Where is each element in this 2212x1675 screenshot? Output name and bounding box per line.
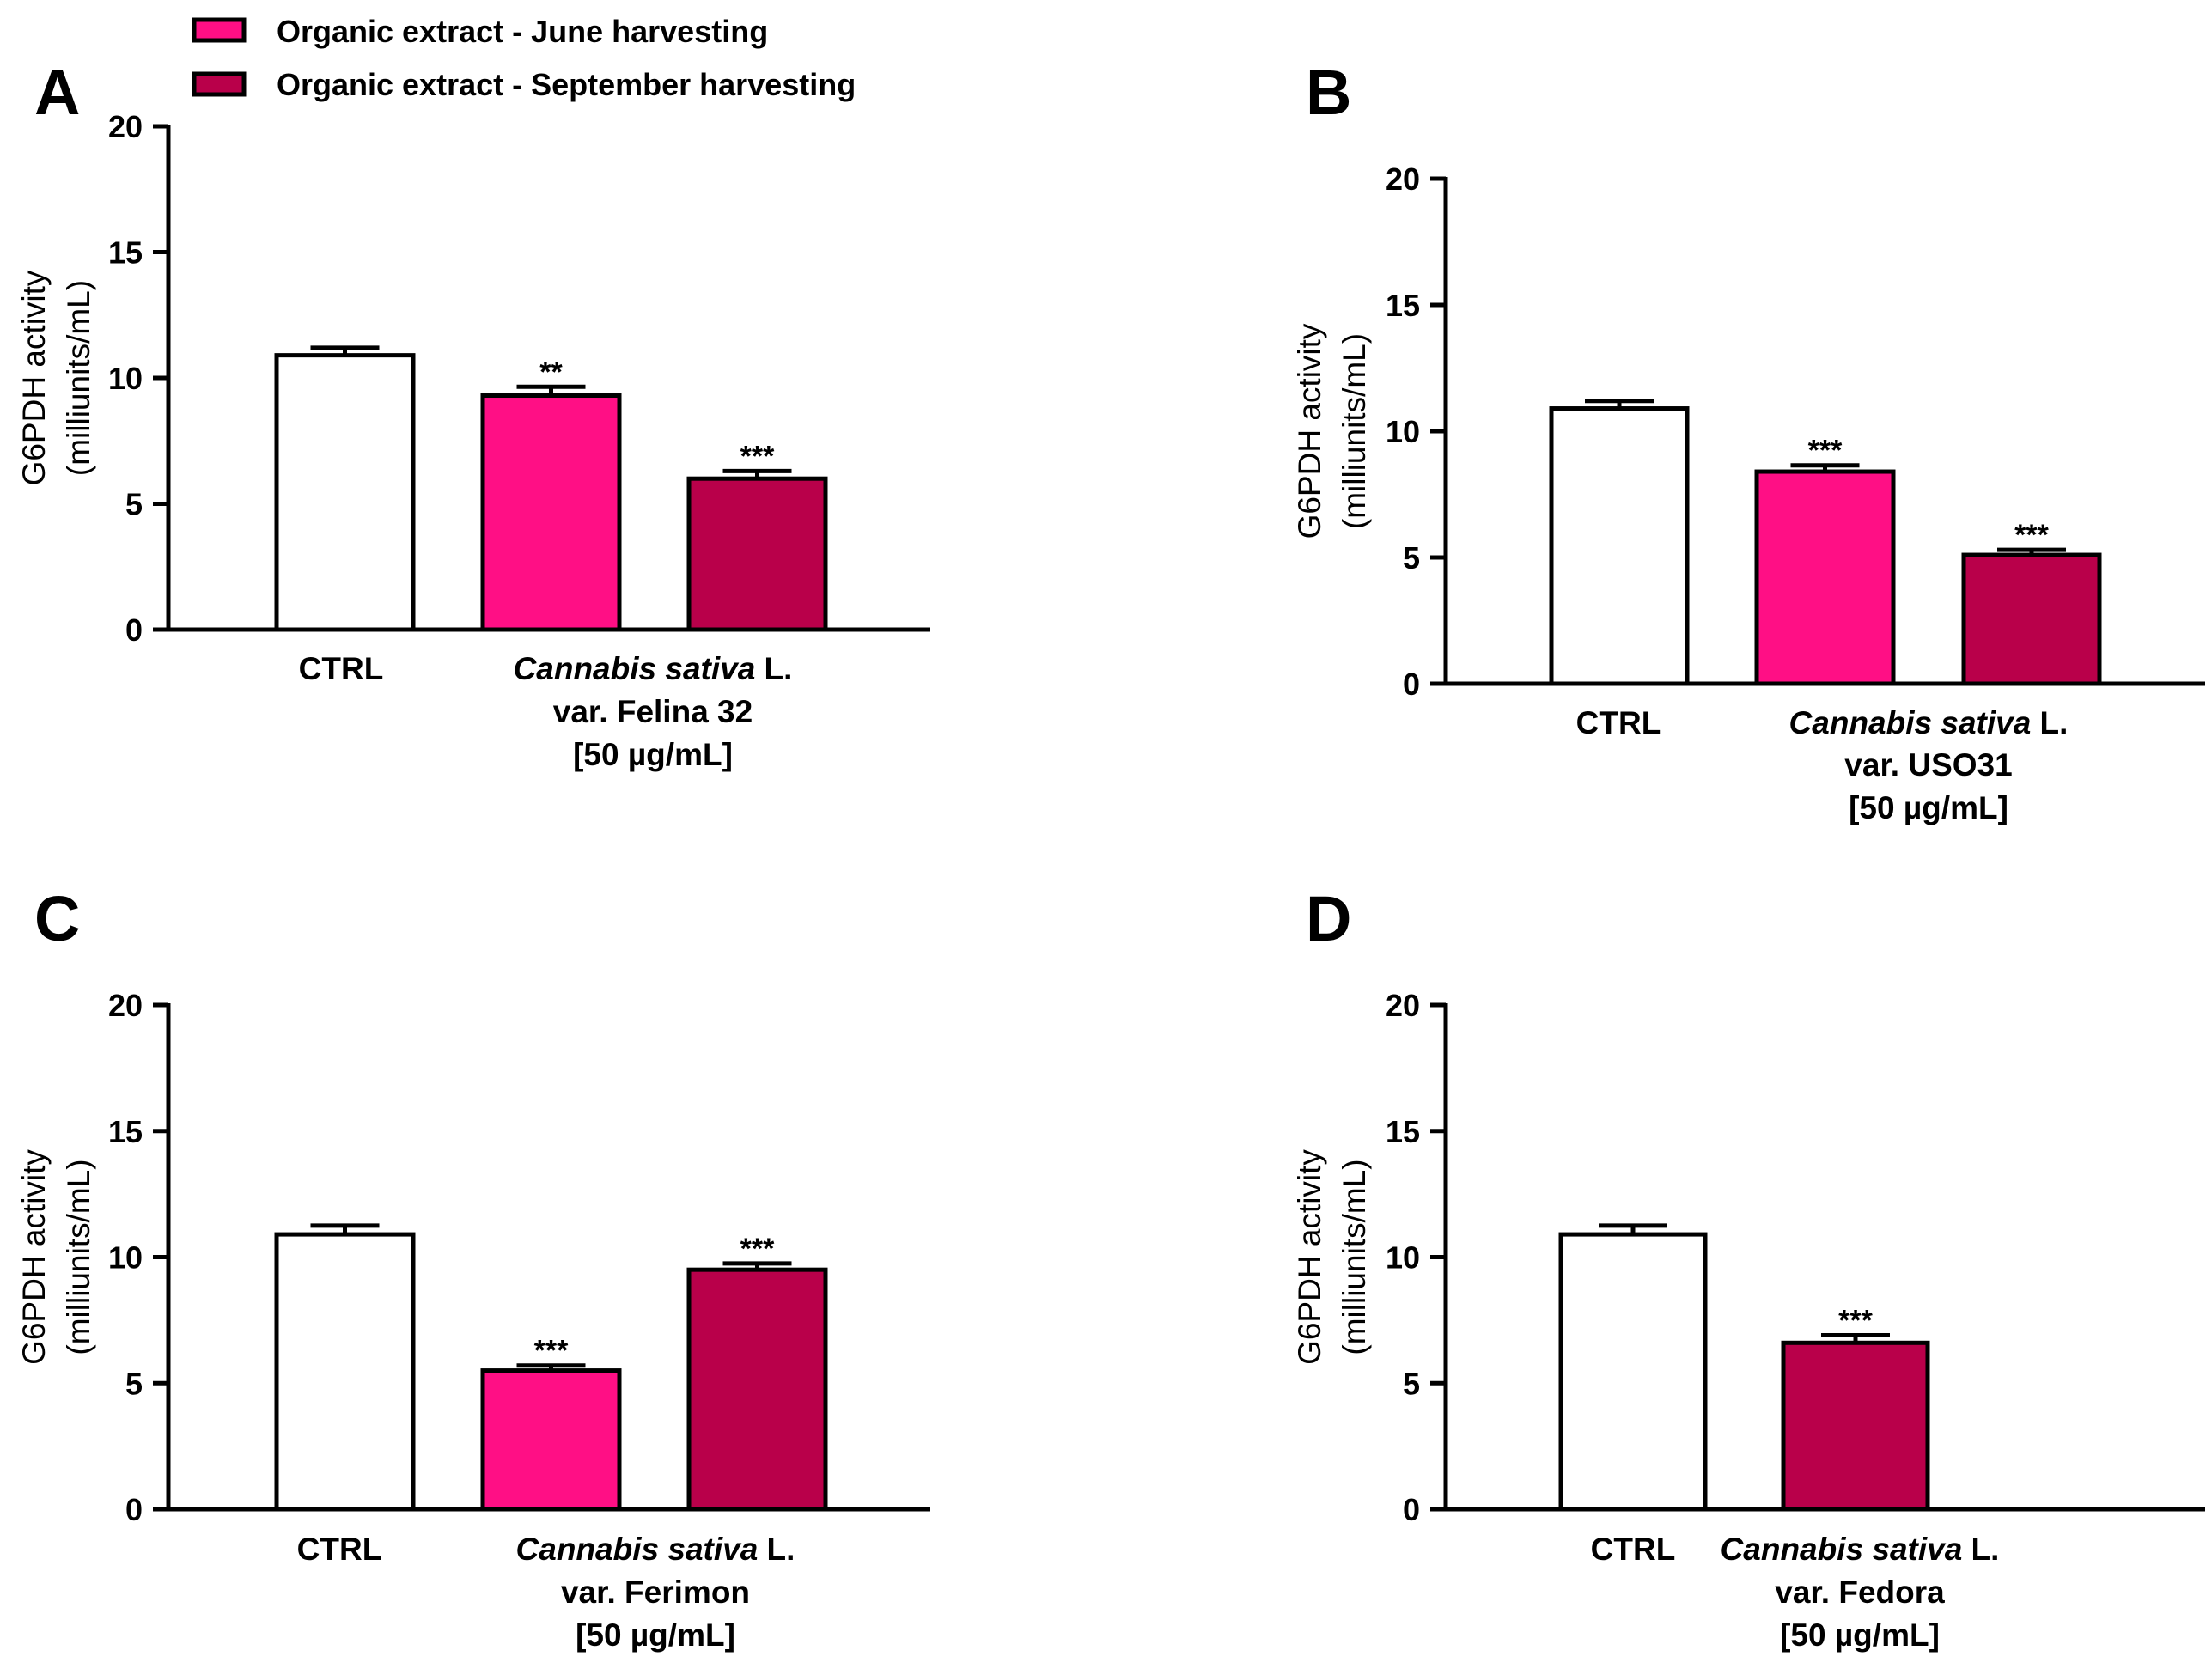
panel-d-bar <box>1781 1340 1930 1512</box>
panel-c-y-tick-label: 5 <box>125 1366 143 1401</box>
legend: Organic extract - June harvesting Organi… <box>192 14 856 102</box>
panel-d-y-tick-label: 5 <box>1403 1366 1420 1401</box>
panel-c-significance-label: *** <box>534 1335 569 1367</box>
panel-b-y-tick-label: 5 <box>1403 540 1420 576</box>
panel-a-xlabel-dose: [50 µg/mL] <box>573 737 733 772</box>
panel-b-xlabel-species: Cannabis sativa L. <box>1789 705 2069 740</box>
panel-d-y-tick-label: 20 <box>1386 988 1420 1023</box>
legend-label-june: Organic extract - June harvesting <box>277 14 768 49</box>
panel-a-y-tick-label: 10 <box>108 361 143 396</box>
legend-swatch-september <box>192 71 247 97</box>
panel-a-y-tick-label: 20 <box>108 109 143 144</box>
panel-c-letter: C <box>34 883 80 954</box>
panel-a-y-tick-label: 0 <box>125 612 143 648</box>
panel-d-ylabel-line1: G6PDH activity <box>1292 1149 1327 1365</box>
panel-b-bar <box>1754 469 1896 686</box>
panel-b-bar <box>1549 406 1690 686</box>
panel-b-y-tick-label: 0 <box>1403 667 1420 702</box>
panel-d-bar <box>1558 1232 1708 1512</box>
panel-d-significance-label: *** <box>1838 1304 1873 1337</box>
panel-c-y-tick-label: 0 <box>125 1492 143 1527</box>
panel-a-y-tick-label: 15 <box>108 235 143 271</box>
panel-c: C 0 5 10 15 20 G6PDH activity (milliunits/mL) **… <box>16 883 930 1653</box>
panel-d-xlabel-species: Cannabis sativa L. <box>1721 1532 2000 1567</box>
panel-c-bar <box>480 1368 622 1512</box>
panel-b-y-tick-label: 15 <box>1386 288 1420 323</box>
panel-d-letter: D <box>1306 883 1351 954</box>
panel-b-significance-label: *** <box>2014 519 2049 551</box>
panel-b: B 0 5 10 15 20 G6PDH activity (milliunits/mL) **… <box>1292 57 2205 825</box>
panel-a-ylabel-line1: G6PDH activity <box>16 270 52 485</box>
panel-b-bar <box>1961 552 2102 686</box>
panel-a-significance-label: ** <box>539 356 563 388</box>
panel-d-xlabel-variety: var. Fedora <box>1775 1574 1945 1610</box>
panel-c-bar <box>686 1267 828 1512</box>
panel-a-bar <box>686 476 828 632</box>
panel-d-xlabel-ctrl: CTRL <box>1591 1532 1676 1567</box>
panel-c-bar <box>274 1232 416 1512</box>
panel-c-y-tick-label: 20 <box>108 988 143 1023</box>
panel-b-ylabel-line1: G6PDH activity <box>1292 323 1327 539</box>
panel-c-xlabel-dose: [50 µg/mL] <box>576 1617 735 1653</box>
panel-a-letter: A <box>34 57 80 128</box>
panel-a-ylabel-line2: (milliunits/mL) <box>61 280 96 476</box>
panel-b-xlabel-dose: [50 µg/mL] <box>1849 790 2008 825</box>
panel-a-bar <box>480 393 622 632</box>
panel-b-letter: B <box>1306 57 1351 128</box>
panel-c-xlabel-species: Cannabis sativa L. <box>516 1532 795 1567</box>
panel-d: D 0 5 10 15 20 G6PDH activity (milliunits/mL) **… <box>1292 883 2205 1653</box>
panel-c-xlabel-ctrl: CTRL <box>297 1532 382 1567</box>
panel-c-y-tick-label: 15 <box>108 1114 143 1149</box>
panel-b-y-tick-label: 10 <box>1386 414 1420 449</box>
panel-b-y-tick-label: 20 <box>1386 161 1420 197</box>
panel-b-ylabel-line2: (milliunits/mL) <box>1337 333 1372 529</box>
panel-a-significance-label: *** <box>740 440 775 472</box>
panel-c-significance-label: *** <box>740 1233 775 1265</box>
panel-d-y-tick-label: 0 <box>1403 1492 1420 1527</box>
panel-d-y-tick-label: 10 <box>1386 1240 1420 1276</box>
panel-b-significance-label: *** <box>1808 435 1843 467</box>
panel-a-xlabel-variety: var. Felina 32 <box>553 694 753 729</box>
panel-b-xlabel-ctrl: CTRL <box>1576 705 1661 740</box>
legend-label-september: Organic extract - September harvesting <box>277 67 856 102</box>
panel-a-y-tick-label: 5 <box>125 487 143 522</box>
panel-b-xlabel-variety: var. USO31 <box>1844 747 2012 783</box>
panel-d-ylabel-line2: (milliunits/mL) <box>1337 1159 1372 1355</box>
panel-a-xlabel-species: Cannabis sativa L. <box>514 651 793 686</box>
panel-a-bar <box>274 353 416 632</box>
panel-c-ylabel-line2: (milliunits/mL) <box>61 1159 96 1355</box>
panel-d-xlabel-dose: [50 µg/mL] <box>1780 1617 1940 1653</box>
panel-c-y-tick-label: 10 <box>108 1240 143 1276</box>
legend-swatch-june <box>192 17 247 43</box>
panel-a: A 0 5 10 15 20 G6PDH activity (milliunits/mL) **… <box>16 57 930 772</box>
panel-c-xlabel-variety: var. Ferimon <box>561 1574 750 1610</box>
panel-c-ylabel-line1: G6PDH activity <box>16 1149 52 1365</box>
panel-d-y-tick-label: 15 <box>1386 1114 1420 1149</box>
panel-a-xlabel-ctrl: CTRL <box>299 651 384 686</box>
